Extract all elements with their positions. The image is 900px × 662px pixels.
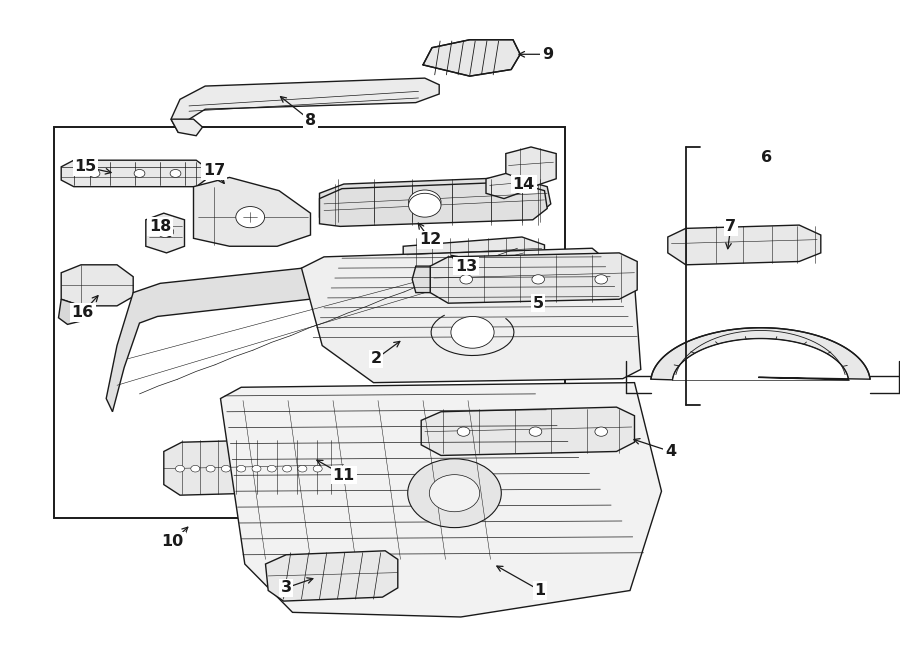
Circle shape	[408, 459, 501, 528]
Circle shape	[252, 465, 261, 472]
Circle shape	[236, 207, 265, 228]
Polygon shape	[651, 328, 870, 380]
Text: 6: 6	[761, 150, 772, 165]
Polygon shape	[146, 213, 184, 253]
Text: 11: 11	[333, 468, 355, 483]
Polygon shape	[171, 78, 439, 132]
Polygon shape	[194, 177, 310, 246]
Circle shape	[221, 465, 230, 472]
Polygon shape	[61, 160, 205, 187]
Circle shape	[237, 465, 246, 472]
Polygon shape	[302, 248, 641, 383]
Polygon shape	[403, 237, 544, 278]
Circle shape	[409, 193, 441, 217]
Text: 13: 13	[455, 259, 477, 273]
Polygon shape	[320, 177, 551, 224]
Circle shape	[158, 226, 174, 238]
Circle shape	[460, 275, 473, 284]
Circle shape	[409, 190, 441, 214]
Text: 18: 18	[149, 219, 171, 234]
Polygon shape	[58, 299, 81, 324]
Circle shape	[313, 465, 322, 472]
Polygon shape	[106, 245, 533, 412]
Polygon shape	[421, 407, 634, 455]
Polygon shape	[430, 253, 637, 303]
Polygon shape	[423, 40, 520, 76]
Text: 10: 10	[162, 534, 184, 549]
Polygon shape	[320, 182, 547, 226]
Circle shape	[191, 465, 200, 472]
Polygon shape	[164, 438, 344, 495]
Polygon shape	[668, 225, 821, 265]
Text: 15: 15	[75, 160, 96, 174]
Polygon shape	[412, 266, 430, 293]
Circle shape	[134, 169, 145, 177]
Polygon shape	[171, 119, 202, 136]
Bar	[54, 127, 565, 518]
Text: 14: 14	[513, 177, 535, 191]
Text: 2: 2	[371, 352, 382, 366]
Text: 12: 12	[419, 232, 441, 247]
Polygon shape	[486, 173, 524, 199]
Circle shape	[532, 275, 544, 284]
Text: 16: 16	[72, 305, 94, 320]
Circle shape	[206, 465, 215, 472]
Text: 9: 9	[542, 47, 553, 62]
Circle shape	[595, 427, 608, 436]
Circle shape	[451, 316, 494, 348]
Circle shape	[170, 169, 181, 177]
Circle shape	[595, 275, 608, 284]
Circle shape	[267, 465, 276, 472]
Circle shape	[429, 475, 480, 512]
Text: 3: 3	[281, 581, 292, 595]
Circle shape	[89, 169, 100, 177]
Text: 17: 17	[203, 164, 225, 178]
Polygon shape	[61, 265, 133, 306]
Text: 7: 7	[725, 219, 736, 234]
Circle shape	[529, 427, 542, 436]
Polygon shape	[220, 383, 662, 617]
Text: 4: 4	[665, 444, 676, 459]
Text: 8: 8	[305, 113, 316, 128]
Circle shape	[457, 427, 470, 436]
Circle shape	[176, 465, 184, 472]
Text: 5: 5	[533, 296, 544, 310]
Text: 1: 1	[535, 583, 545, 598]
Circle shape	[283, 465, 292, 472]
Polygon shape	[506, 147, 556, 187]
Polygon shape	[266, 551, 398, 601]
Circle shape	[298, 465, 307, 472]
